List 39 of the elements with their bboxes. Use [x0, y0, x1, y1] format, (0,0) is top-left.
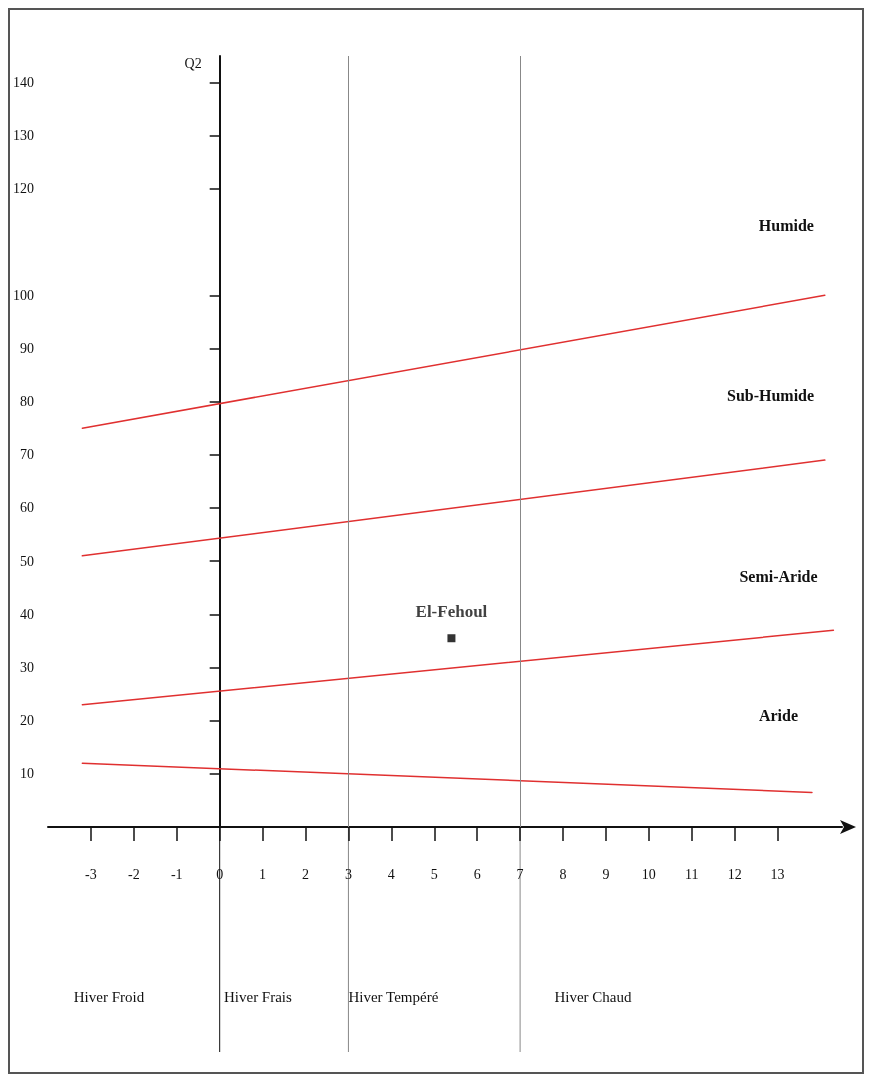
- x-tick-label: 8: [559, 866, 567, 882]
- y-tick-label: 30: [20, 659, 34, 675]
- x-tick-label: 11: [685, 866, 699, 882]
- annotation: Sub-Humide: [726, 386, 815, 404]
- x-tick-label: 4: [387, 866, 395, 882]
- x-tick-label: -2: [128, 866, 140, 882]
- annotation: Semi-Aride: [739, 567, 818, 585]
- series-label: El-Fehoul: [415, 602, 488, 622]
- x-tick-label: -3: [85, 866, 97, 882]
- y-tick-label: 40: [20, 606, 34, 622]
- y-axis-title: Q2: [184, 55, 202, 71]
- x-tick-label: 10: [641, 866, 656, 882]
- x-tick-label: 6: [473, 866, 481, 882]
- x-tick-label: 3: [344, 866, 352, 882]
- y-tick-label: 20: [20, 713, 34, 729]
- x-tick-label: 5: [430, 866, 438, 882]
- y-tick-label: 140: [13, 75, 34, 91]
- x-tick-label: 9: [602, 866, 610, 882]
- y-tick-label: 10: [20, 766, 34, 782]
- text: Hiver Chaud: [554, 989, 633, 1005]
- y-tick-label: 70: [20, 447, 34, 463]
- x-tick-label: 2: [302, 866, 310, 882]
- text: Hiver Tempéré: [348, 989, 439, 1005]
- y-tick-label: 130: [13, 128, 34, 144]
- text: Hiver Froid: [73, 989, 145, 1005]
- y-tick-label: 90: [20, 340, 34, 356]
- annotation: Aride: [758, 706, 799, 724]
- x-tick-label: 12: [727, 866, 742, 882]
- annotation: Humide: [758, 217, 814, 235]
- x-tick-label: 1: [259, 866, 267, 882]
- y-tick-label: 120: [13, 181, 34, 197]
- y-tick-label: 80: [20, 394, 34, 410]
- x-tick-label: 7: [516, 866, 524, 882]
- x-tick-label: -1: [170, 866, 183, 882]
- y-tick-label: 50: [20, 553, 34, 569]
- text: Hiver Frais: [223, 989, 293, 1005]
- x-tick-label: 13: [770, 866, 785, 882]
- y-tick-label: 100: [13, 287, 34, 303]
- y-tick-label: 60: [20, 500, 34, 516]
